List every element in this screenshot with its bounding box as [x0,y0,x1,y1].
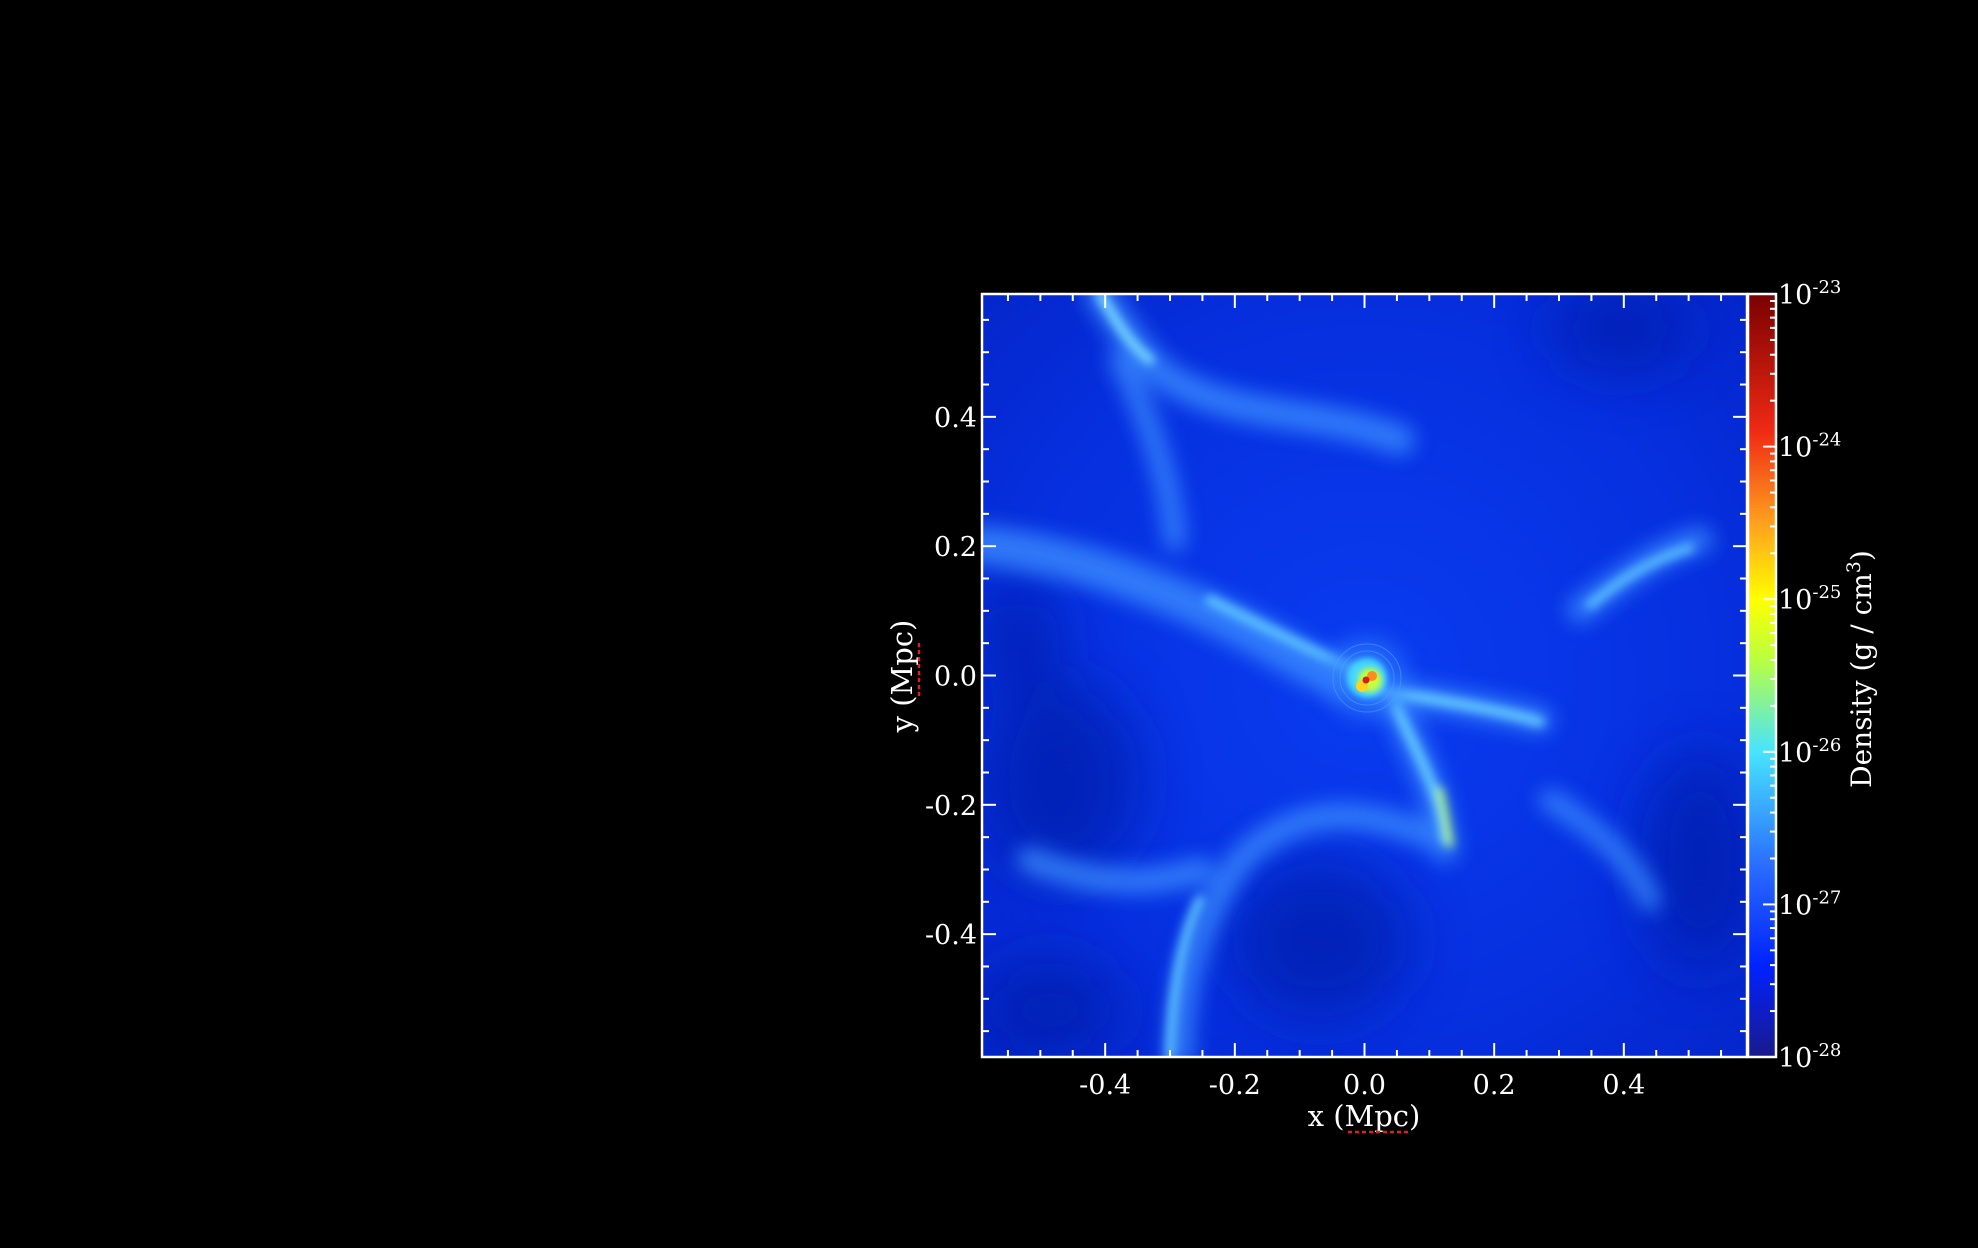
y-axis: -0.4 -0.2 0.0 0.2 0.4 [925,318,1747,1033]
y-tick-label: 0.4 [934,403,977,434]
colorbar-label: Density (g / cm3) [1843,550,1878,788]
colorbar-frame [1746,292,1778,1059]
y-tick-label: 0.2 [934,532,977,563]
x-tick-label: -0.2 [1209,1070,1261,1101]
x-tick-label: 0.2 [1473,1070,1516,1101]
y-axis-label: y (Mpc) [885,620,919,734]
x-axis: -0.4 -0.2 0.0 0.2 0.4 [1006,294,1723,1101]
x-tick-label: 0.0 [1343,1070,1386,1101]
y-tick-label: -0.4 [925,920,977,951]
x-tick-label: -0.4 [1079,1070,1131,1101]
colorbar-tick-label: 10-23 [1778,277,1841,311]
colorbar-ticks: 10-23 10-24 10-25 10-26 10-27 10-28 [1763,277,1841,1074]
colorbar-label-close: ) [1845,550,1878,561]
colorbar-gradient [1748,294,1776,1057]
density-image [982,294,1747,1057]
colorbar-label-sup: 3 [1843,561,1865,573]
x-axis-label: x (Mpc) [1308,1099,1421,1133]
colorbar-label-main: Density (g / cm [1845,573,1878,788]
colorbar-tick-label: 10-24 [1778,430,1841,464]
colorbar-tick-label: 10-26 [1778,735,1841,769]
colorbar: 10-23 10-24 10-25 10-26 10-27 10-28 Density (… [1746,277,1878,1074]
colorbar-tick-label: 10-27 [1778,887,1841,921]
y-tick-label: -0.2 [925,791,977,822]
x-tick-label: 0.4 [1602,1070,1645,1101]
colorbar-tick-label: 10-25 [1778,582,1841,616]
y-tick-label: 0.0 [934,662,977,693]
central-halo [1325,636,1409,720]
colorbar-tick-label: 10-28 [1778,1040,1841,1074]
